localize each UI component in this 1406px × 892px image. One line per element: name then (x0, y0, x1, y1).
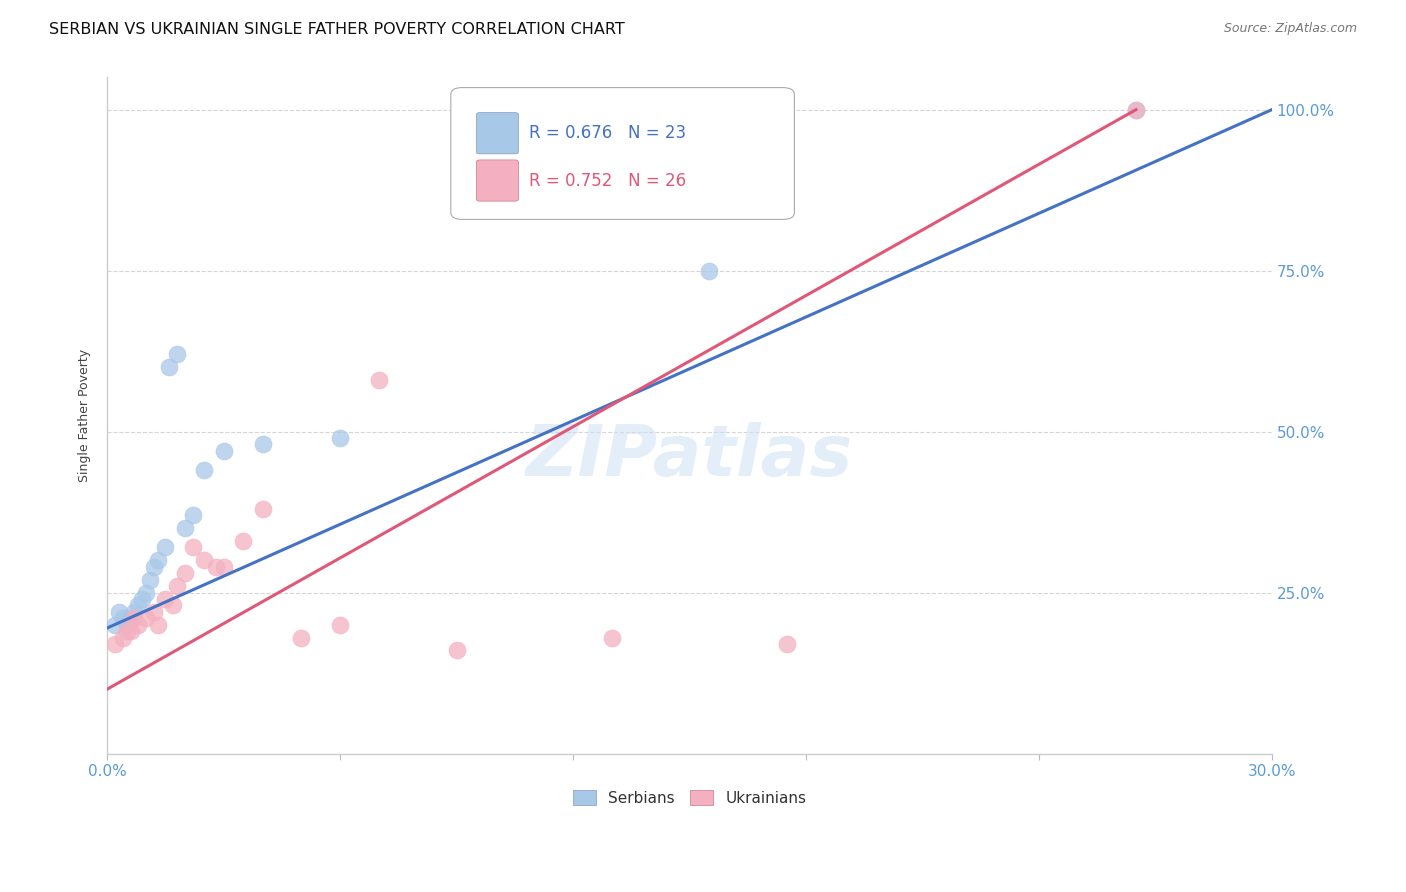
Point (697, 263, 720, 277)
Point (127, 617, 149, 632)
Point (139, 573, 162, 587)
Point (329, 431, 352, 445)
Point (120, 624, 142, 639)
Point (193, 463, 215, 477)
Text: ZIPatlas: ZIPatlas (526, 422, 853, 491)
Point (146, 617, 169, 632)
Point (173, 566, 195, 581)
Point (155, 592, 177, 607)
Point (157, 360, 180, 375)
Point (205, 559, 228, 574)
Text: SERBIAN VS UKRAINIAN SINGLE FATHER POVERTY CORRELATION CHART: SERBIAN VS UKRAINIAN SINGLE FATHER POVER… (49, 22, 624, 37)
Point (108, 605, 131, 619)
Point (111, 611, 134, 625)
Text: R = 0.752   N = 26: R = 0.752 N = 26 (529, 171, 686, 189)
Point (115, 617, 138, 632)
Point (104, 617, 127, 632)
Point (104, 637, 127, 651)
Point (446, 643, 468, 657)
Point (135, 611, 157, 625)
Point (329, 617, 352, 632)
Point (775, 637, 797, 651)
Point (193, 553, 215, 567)
Point (173, 521, 195, 535)
Point (111, 631, 134, 645)
Point (252, 501, 274, 516)
Point (181, 541, 204, 555)
Point (1125, 103, 1147, 117)
Point (127, 599, 149, 613)
Point (368, 373, 391, 387)
FancyBboxPatch shape (477, 160, 519, 202)
Point (162, 599, 184, 613)
Legend: Serbians, Ukrainians: Serbians, Ukrainians (565, 782, 814, 814)
Point (252, 437, 274, 451)
Y-axis label: Single Father Poverty: Single Father Poverty (79, 349, 91, 482)
Point (212, 559, 235, 574)
Point (146, 553, 169, 567)
Point (124, 611, 146, 625)
Point (135, 585, 157, 599)
Point (155, 541, 177, 555)
Point (600, 631, 623, 645)
Point (1125, 103, 1147, 117)
Point (181, 508, 204, 523)
Point (131, 592, 153, 607)
FancyBboxPatch shape (477, 112, 519, 153)
Point (115, 624, 138, 639)
Text: Source: ZipAtlas.com: Source: ZipAtlas.com (1223, 22, 1357, 36)
Point (124, 605, 146, 619)
Point (166, 579, 188, 593)
Point (166, 347, 188, 361)
Point (290, 631, 312, 645)
Point (232, 534, 254, 549)
Point (142, 605, 165, 619)
Point (142, 559, 165, 574)
Text: R = 0.676   N = 23: R = 0.676 N = 23 (529, 124, 686, 142)
FancyBboxPatch shape (451, 87, 794, 219)
Point (120, 611, 142, 625)
Point (212, 443, 235, 458)
